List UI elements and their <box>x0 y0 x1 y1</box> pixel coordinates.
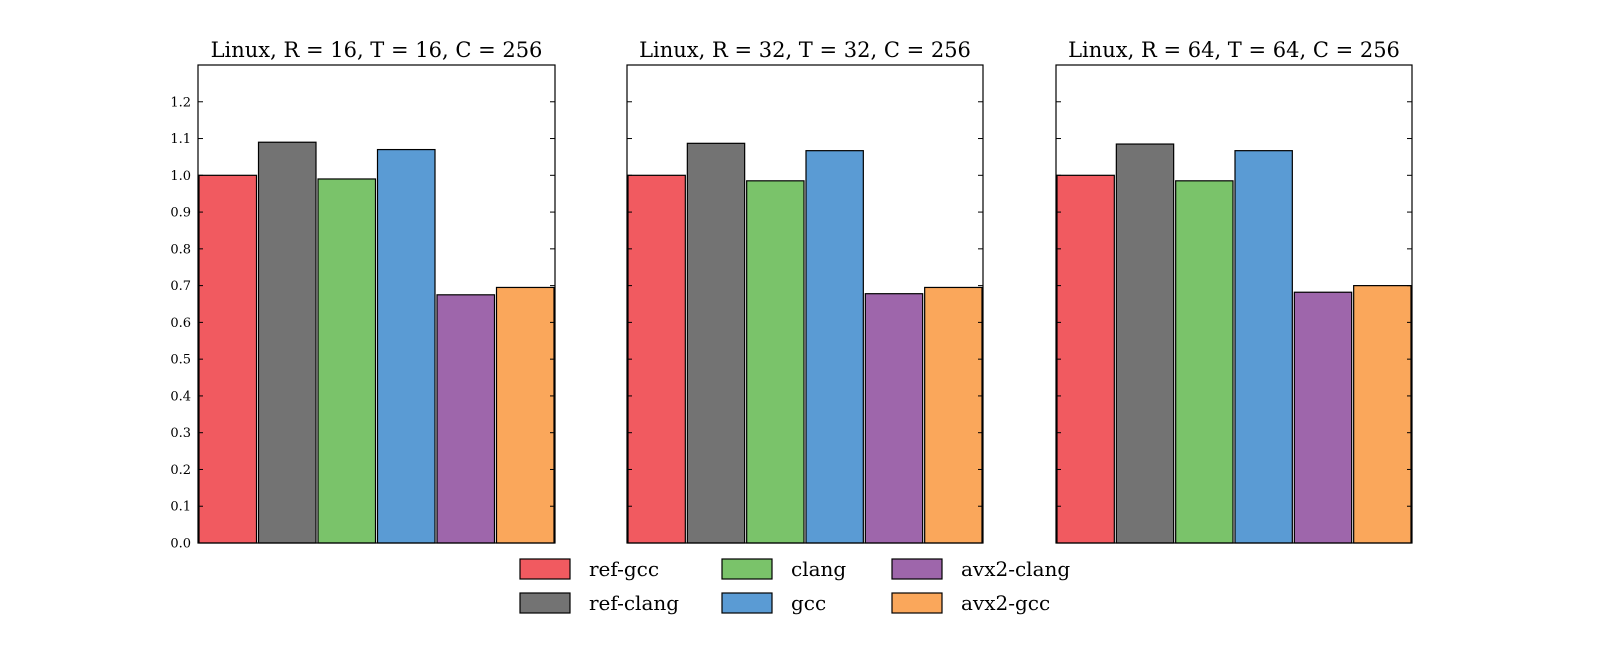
legend-label: avx2-clang <box>961 557 1070 581</box>
bar-ref-gcc-panel-1 <box>198 174 258 544</box>
legend-label: avx2-gcc <box>961 591 1050 615</box>
y-tick-label: 0.9 <box>170 206 191 221</box>
legend-swatch-avx2-clang <box>891 558 943 580</box>
panel-title: Linux, R = 32, T = 32, C = 256 <box>639 38 971 62</box>
bar-avx2-gcc-panel-3 <box>1353 285 1412 544</box>
bar-ref-clang-panel-3 <box>1115 143 1175 544</box>
y-tick-label: 0.1 <box>170 500 191 515</box>
plot-frame-panel-2 <box>626 64 984 544</box>
panel-title: Linux, R = 16, T = 16, C = 256 <box>211 38 543 62</box>
y-tick-label: 0.7 <box>170 279 191 294</box>
y-tick-label: 1.1 <box>170 132 191 147</box>
legend-label: clang <box>791 557 846 581</box>
y-tick-label: 1.0 <box>170 169 191 184</box>
legend-label: gcc <box>791 591 826 615</box>
bar-gcc-panel-1 <box>376 148 436 544</box>
y-tick-label: 0.4 <box>170 389 191 404</box>
bar-ref-clang-panel-1 <box>257 141 317 544</box>
bar-ref-gcc-panel-3 <box>1056 174 1115 544</box>
y-tick-label: 0.2 <box>170 463 191 478</box>
legend-swatch-clang <box>721 558 773 580</box>
bar-avx2-gcc-panel-2 <box>924 286 983 544</box>
legend-label: ref-clang <box>589 591 679 615</box>
legend-swatch-ref-clang <box>519 592 571 614</box>
y-tick-label: 0.3 <box>170 426 191 441</box>
legend-swatch-gcc <box>721 592 773 614</box>
bar-clang-panel-1 <box>317 178 377 544</box>
bar-avx2-gcc-panel-1 <box>495 286 555 544</box>
bar-ref-gcc-panel-2 <box>627 174 686 544</box>
bar-avx2-clang-panel-3 <box>1293 291 1353 544</box>
legend-swatch-ref-gcc <box>519 558 571 580</box>
legend-swatch-avx2-gcc <box>891 592 943 614</box>
y-tick-label: 0.6 <box>170 316 191 331</box>
legend-label: ref-gcc <box>589 557 659 581</box>
bar-gcc-panel-2 <box>805 150 864 544</box>
plot-frame-panel-3 <box>1055 64 1413 544</box>
bar-ref-clang-panel-2 <box>686 142 746 544</box>
y-tick-label: 0.0 <box>170 537 191 552</box>
bar-avx2-clang-panel-2 <box>864 293 924 544</box>
panel-title: Linux, R = 64, T = 64, C = 256 <box>1068 38 1400 62</box>
y-tick-label: 1.2 <box>170 95 191 110</box>
bar-avx2-clang-panel-1 <box>436 294 496 544</box>
bar-clang-panel-3 <box>1175 180 1234 544</box>
bar-clang-panel-2 <box>746 180 805 544</box>
plot-frame-panel-1 <box>197 64 556 544</box>
y-tick-label: 0.8 <box>170 242 191 257</box>
y-tick-label: 0.5 <box>170 353 191 368</box>
bar-gcc-panel-3 <box>1234 150 1293 544</box>
